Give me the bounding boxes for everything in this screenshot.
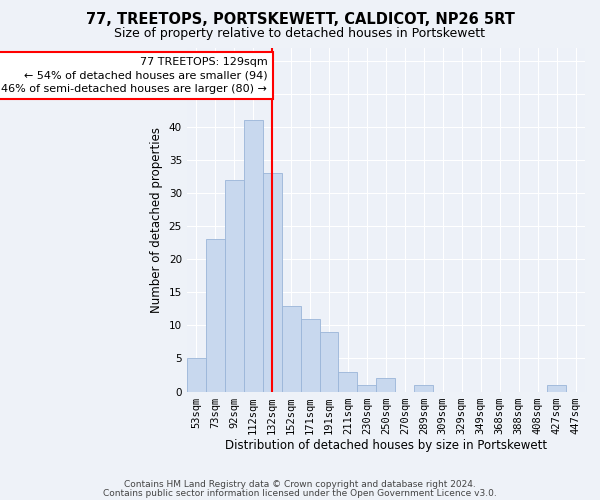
Y-axis label: Number of detached properties: Number of detached properties [150, 126, 163, 312]
Bar [320, 332, 338, 392]
Text: Size of property relative to detached houses in Portskewett: Size of property relative to detached ho… [115, 28, 485, 40]
X-axis label: Distribution of detached houses by size in Portskewett: Distribution of detached houses by size … [225, 440, 547, 452]
Bar [358, 385, 376, 392]
Bar [244, 120, 263, 392]
Bar [281, 306, 301, 392]
Bar [263, 173, 281, 392]
Bar [338, 372, 358, 392]
Bar [547, 385, 566, 392]
Bar [206, 240, 224, 392]
Text: 77 TREETOPS: 129sqm
← 54% of detached houses are smaller (94)
46% of semi-detach: 77 TREETOPS: 129sqm ← 54% of detached ho… [1, 58, 268, 94]
Bar [224, 180, 244, 392]
Bar [376, 378, 395, 392]
Bar [301, 319, 320, 392]
Text: Contains public sector information licensed under the Open Government Licence v3: Contains public sector information licen… [103, 488, 497, 498]
Text: Contains HM Land Registry data © Crown copyright and database right 2024.: Contains HM Land Registry data © Crown c… [124, 480, 476, 489]
Text: 77, TREETOPS, PORTSKEWETT, CALDICOT, NP26 5RT: 77, TREETOPS, PORTSKEWETT, CALDICOT, NP2… [86, 12, 514, 28]
Bar [187, 358, 206, 392]
Bar [415, 385, 433, 392]
